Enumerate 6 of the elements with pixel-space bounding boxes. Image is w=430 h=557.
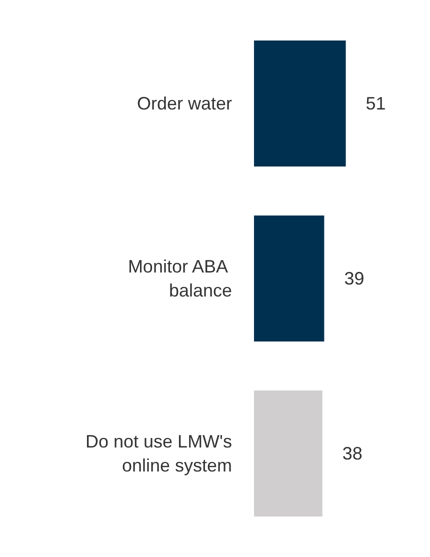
data-label: 51: [366, 94, 386, 114]
y-tick-label: Monitor ABA balance: [128, 256, 232, 300]
data-label: 39: [344, 268, 364, 288]
y-tick-label: Do not use LMW's online system: [86, 432, 232, 476]
y-tick-label: Order water: [136, 94, 232, 114]
data-label: 38: [342, 444, 362, 464]
